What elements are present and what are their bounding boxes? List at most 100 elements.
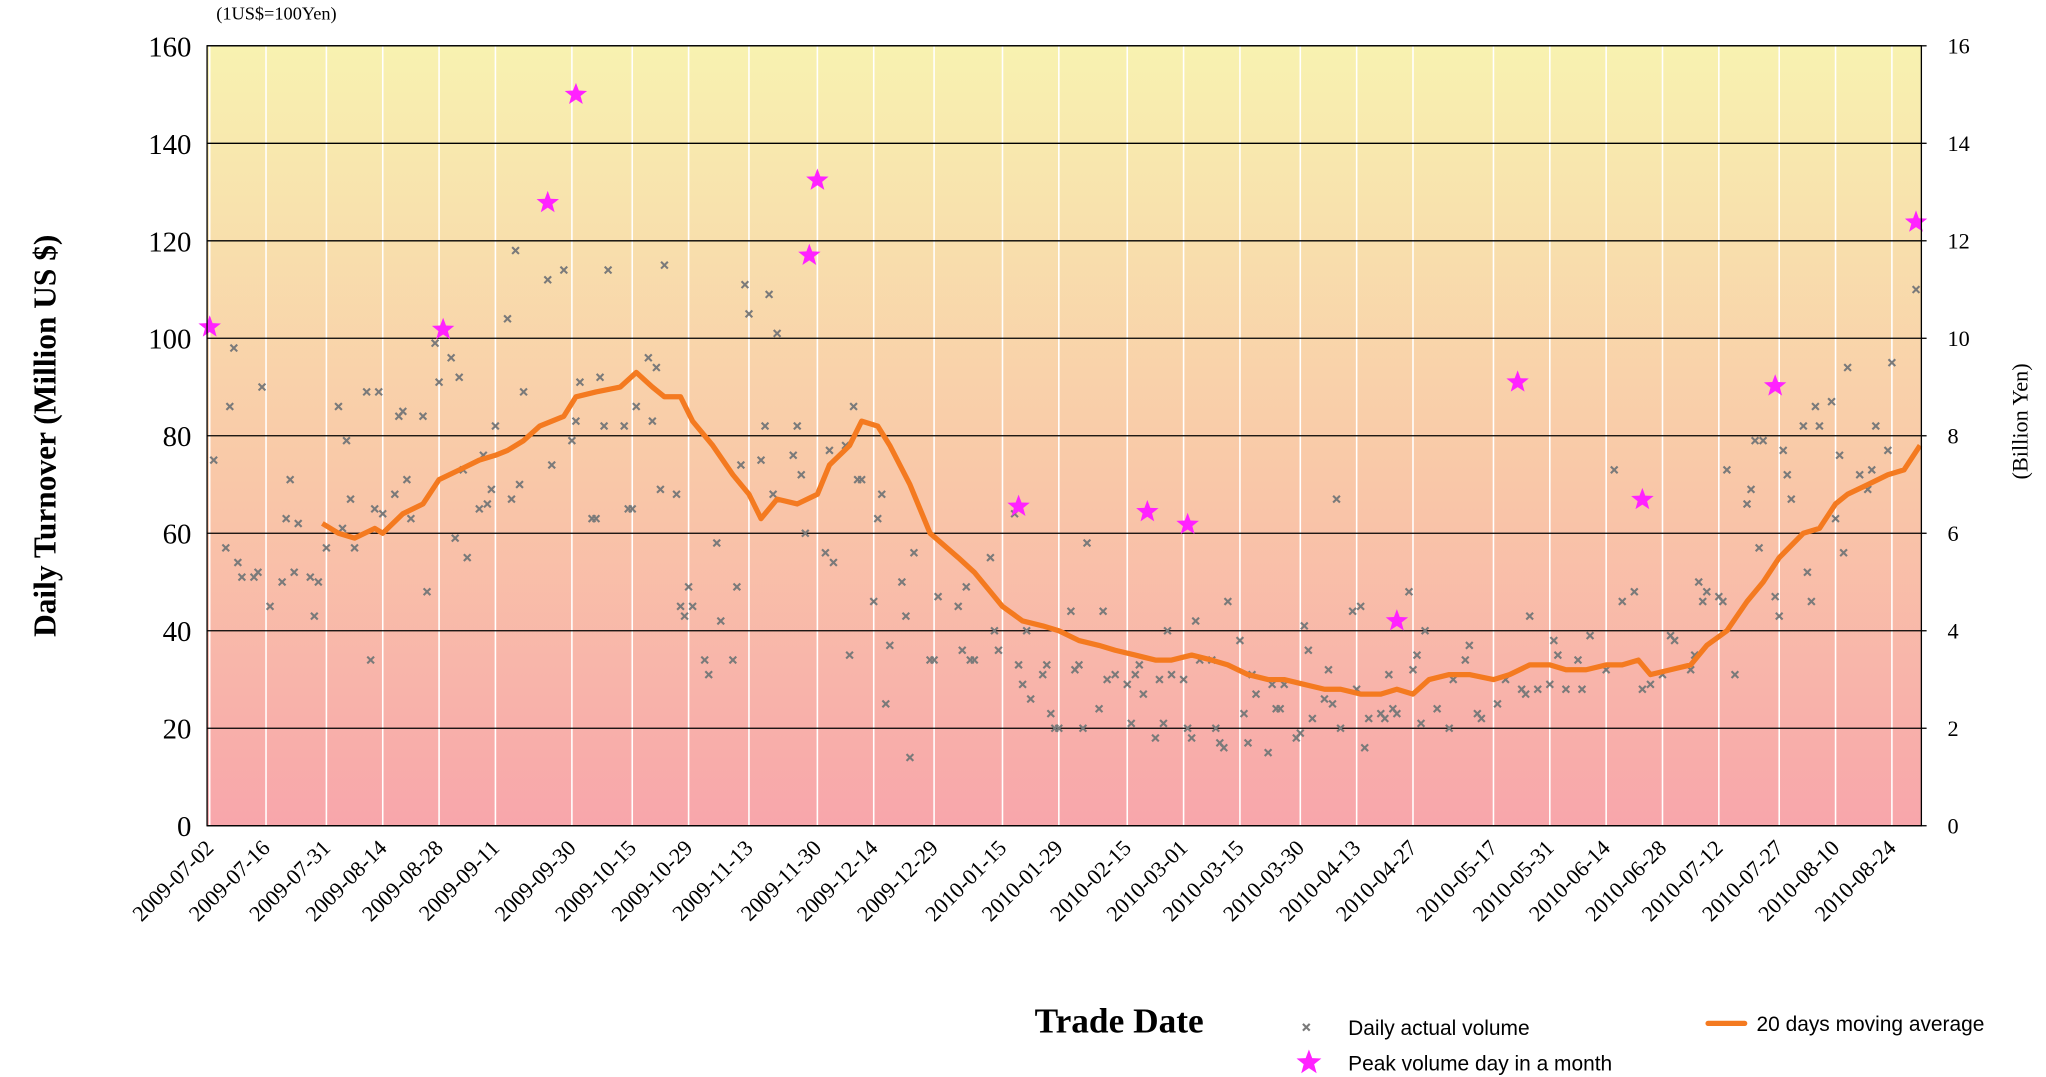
volume-point xyxy=(1618,597,1627,606)
volume-point xyxy=(1831,514,1840,523)
x-stroke xyxy=(1348,607,1357,616)
x-stroke xyxy=(1380,714,1389,723)
volume-point xyxy=(1835,451,1844,460)
y2-tick-label: 0 xyxy=(1948,814,1959,839)
x-stroke xyxy=(475,504,484,514)
legend: Daily actual volume Peak volume day in a … xyxy=(1296,1013,1984,1075)
volume-point xyxy=(1308,714,1317,723)
volume-point xyxy=(1018,680,1027,689)
volume-point xyxy=(1730,670,1740,679)
peak-star xyxy=(798,243,821,265)
x-stroke xyxy=(1911,285,1921,294)
x-stroke xyxy=(1807,597,1816,606)
volume-point xyxy=(744,309,754,319)
volume-point xyxy=(1432,704,1442,713)
volume-point xyxy=(1014,660,1023,670)
volume-point xyxy=(1296,728,1305,738)
peak-star xyxy=(1385,609,1409,631)
volume-point xyxy=(290,568,299,577)
x-stroke xyxy=(422,587,432,596)
x-stroke xyxy=(290,568,299,577)
volume-point xyxy=(990,626,999,635)
volume-point xyxy=(1449,675,1458,684)
x-stroke xyxy=(370,504,379,514)
volume-point xyxy=(1191,616,1200,626)
x-stroke xyxy=(1328,699,1337,709)
volume-point xyxy=(962,582,971,592)
volume-point xyxy=(1151,733,1160,743)
x-stroke xyxy=(1151,733,1160,743)
volume-point xyxy=(1811,402,1820,411)
volume-point xyxy=(1803,568,1812,577)
x-stroke xyxy=(591,514,601,523)
volume-point xyxy=(547,460,556,470)
volume-point xyxy=(756,456,766,465)
volume-point xyxy=(1787,495,1796,504)
x-stroke xyxy=(632,402,641,411)
x-stroke xyxy=(402,475,412,484)
x-stroke xyxy=(676,602,685,611)
x-stroke xyxy=(764,290,774,299)
x-stroke xyxy=(672,490,681,499)
x-stroke xyxy=(1163,626,1172,635)
x-stroke xyxy=(265,602,275,611)
volume-point xyxy=(825,446,834,455)
x-stroke xyxy=(1211,724,1220,733)
volume-point xyxy=(310,611,319,621)
volume-point xyxy=(1742,499,1752,509)
volume-point xyxy=(909,548,919,557)
x-stroke xyxy=(1332,495,1341,504)
volume-point xyxy=(1408,665,1418,674)
x-stroke xyxy=(1686,665,1695,674)
volume-point xyxy=(1304,646,1313,655)
x-stroke xyxy=(366,655,375,665)
volume-point xyxy=(1026,694,1035,704)
x-stroke xyxy=(1420,626,1430,635)
x-stroke xyxy=(1670,636,1679,645)
x-stroke xyxy=(1646,680,1655,689)
volume-point xyxy=(314,577,323,587)
x-stroke xyxy=(1871,421,1880,431)
y-tick-label: 20 xyxy=(163,714,192,746)
x-stroke xyxy=(700,655,709,665)
volume-point xyxy=(1223,597,1233,606)
volume-point xyxy=(237,572,247,582)
volume-point xyxy=(1883,446,1893,455)
x-stroke xyxy=(1324,665,1333,674)
volume-point xyxy=(1135,660,1144,670)
x-stroke xyxy=(1408,665,1418,674)
x-stroke xyxy=(1461,655,1470,665)
x-stroke xyxy=(1730,670,1740,679)
volume-point xyxy=(1549,636,1558,645)
x-stroke xyxy=(1718,597,1728,606)
y-tick-label: 100 xyxy=(148,324,191,356)
y-axis-label: Daily Turnover (Million US $) xyxy=(27,235,62,637)
x-stroke xyxy=(1022,626,1031,635)
x-stroke xyxy=(1304,646,1313,655)
x-stroke xyxy=(736,460,746,470)
volume-point xyxy=(1211,724,1220,733)
volume-point xyxy=(503,314,512,323)
x-stroke xyxy=(487,485,496,494)
x-stroke xyxy=(286,475,295,484)
volume-point xyxy=(905,753,915,762)
x-stroke xyxy=(986,553,995,562)
x-stroke xyxy=(728,655,738,665)
volume-point xyxy=(265,602,275,611)
x-stroke xyxy=(684,582,693,592)
volume-point xyxy=(233,558,243,567)
volume-point xyxy=(632,402,641,411)
x-stroke xyxy=(1585,631,1595,640)
x-stroke xyxy=(225,402,234,411)
volume-point xyxy=(1155,675,1164,684)
volume-point xyxy=(1102,675,1112,684)
x-stroke xyxy=(1094,704,1104,713)
x-stroke xyxy=(1139,689,1148,699)
x-stroke xyxy=(909,548,919,557)
volume-point xyxy=(1380,714,1389,723)
peak-star xyxy=(431,317,455,340)
volume-point xyxy=(603,265,613,275)
x-stroke xyxy=(1308,714,1317,723)
volume-point xyxy=(1465,641,1474,650)
x-stroke xyxy=(1771,592,1780,601)
